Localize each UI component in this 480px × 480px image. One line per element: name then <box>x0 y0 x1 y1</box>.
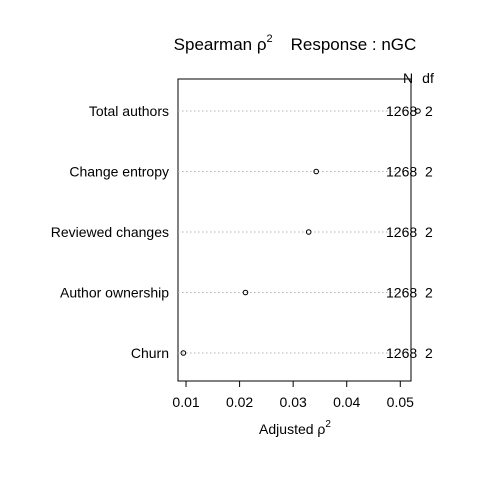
row-n-value: 1268 <box>386 103 417 119</box>
x-tick-label: 0.01 <box>172 394 199 410</box>
row-df-value: 2 <box>425 164 433 180</box>
xlabel-main: Adjusted ρ <box>259 421 325 437</box>
rows-layer: Total authors 1268 2 Change entropy 1268 2 Rev… <box>51 103 433 361</box>
chart-title: Spearman ρ2 Response : nGC <box>174 33 417 54</box>
row-df-value: 2 <box>425 224 433 240</box>
x-tick-label: 0.05 <box>387 394 414 410</box>
x-tick-label: 0.03 <box>280 394 307 410</box>
row-label: Change entropy <box>69 164 169 180</box>
plot-frame <box>177 78 412 382</box>
x-axis: 0.01 0.02 0.03 0.04 0.05 <box>172 381 414 410</box>
data-point <box>180 350 187 356</box>
title-superscript: 2 <box>267 33 273 45</box>
row-n-value: 1268 <box>386 164 417 180</box>
row-n-value: 1268 <box>386 224 417 240</box>
row-label: Churn <box>131 345 169 361</box>
row-label: Author ownership <box>60 285 169 301</box>
row-df-value: 2 <box>425 345 433 361</box>
data-point <box>242 289 249 296</box>
x-tick-label: 0.04 <box>333 394 360 410</box>
title-main: Spearman ρ <box>174 35 267 54</box>
data-point <box>415 108 421 114</box>
row-label: Reviewed changes <box>51 224 169 240</box>
header-n: N <box>403 70 413 86</box>
row-df-value: 2 <box>425 103 433 119</box>
row-n-value: 1268 <box>386 345 417 361</box>
x-tick-label: 0.02 <box>226 394 253 410</box>
row-df-value: 2 <box>425 285 433 301</box>
x-axis-label: Adjusted ρ2 <box>259 419 331 437</box>
data-point <box>313 168 319 175</box>
title-response: Response : nGC <box>291 35 417 54</box>
row-label: Total authors <box>89 103 169 119</box>
row-n-value: 1268 <box>386 285 417 301</box>
data-point <box>305 229 312 235</box>
xlabel-superscript: 2 <box>325 419 331 430</box>
header-df: df <box>422 70 434 86</box>
